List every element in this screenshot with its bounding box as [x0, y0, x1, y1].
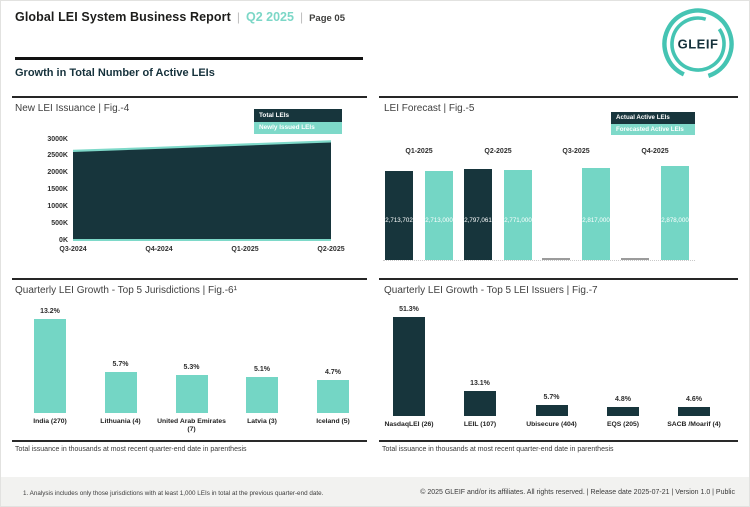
bar-value-label: 2,713,000 — [425, 216, 453, 224]
category-label: United Arab Emirates (7) — [157, 418, 226, 434]
chart-panel-new-lei-issuance: New LEI Issuance | Fig.-4 Total LEIs New… — [12, 96, 367, 276]
y-tick-label: 1500K — [47, 186, 68, 193]
bar-actual-active-leis: 2,797,061 — [464, 168, 492, 260]
footer-copyright: © 2025 GLEIF and/or its affiliates. All … — [420, 489, 735, 496]
legend-item-newly-issued-leis: Newly Issued LEIs — [254, 121, 342, 134]
percent-label: 5.7% — [543, 394, 560, 401]
bar-value-label: 2,713,702 — [385, 216, 413, 224]
panel-rule — [12, 96, 367, 98]
chart-title-fig5: LEI Forecast | Fig.-5 — [384, 103, 475, 114]
category-label: India (270) — [33, 418, 67, 425]
page-footer: 1. Analysis includes only those jurisdic… — [1, 477, 749, 506]
quarter-label: Q1-2025 — [405, 148, 433, 155]
category-label: Ubisecure (404) — [526, 421, 577, 428]
percent-label: 51.3% — [399, 306, 419, 313]
percent-label: 5.7% — [112, 361, 129, 369]
legend-item-actual-active-leis: Actual Active LEIs — [611, 112, 695, 124]
percent-label: 4.7% — [325, 368, 341, 376]
chart-title-fig6: Quarterly LEI Growth - Top 5 Jurisdictio… — [15, 285, 237, 296]
x-tick-label: Q2-2025 — [317, 246, 345, 253]
report-title: Global LEI System Business Report — [15, 10, 231, 24]
bar-forecasted-active-leis: 2,713,000 — [425, 171, 453, 260]
bar-value-label: 2,797,061 — [464, 216, 492, 224]
bar-actual-no-data — [621, 258, 649, 260]
category-label: NasdaqLEI (26) — [384, 421, 434, 428]
bar-forecasted-active-leis: 2,817,000 — [582, 168, 610, 260]
x-tick-label: Q4-2024 — [145, 246, 173, 253]
section-divider — [15, 57, 363, 60]
percent-label: 13.1% — [470, 379, 490, 387]
bar-value-label: 2,771,000 — [504, 217, 532, 224]
bar-actual-no-data — [542, 258, 570, 260]
y-tick-label: 2000K — [47, 169, 68, 177]
growth-bar — [34, 319, 66, 413]
panel-rule — [379, 96, 738, 98]
footer-footnote: 1. Analysis includes only those jurisdic… — [23, 490, 324, 497]
section-heading: Growth in Total Number of Active LEIs — [15, 67, 215, 79]
percent-label: 5.1% — [254, 365, 270, 373]
category-label: LEIL (107) — [463, 421, 497, 428]
growth-bar — [393, 317, 425, 416]
growth-bar — [175, 375, 208, 413]
growth-bar — [317, 379, 349, 413]
baseline-fig5 — [383, 260, 695, 261]
report-header: Global LEI System Business Report | Q2 2… — [15, 10, 345, 24]
legend-fig4: Total LEIs Newly Issued LEIs — [254, 109, 342, 134]
chart-panel-top5-jurisdictions: Quarterly LEI Growth - Top 5 Jurisdictio… — [12, 278, 367, 466]
y-tick-label: 2500K — [47, 152, 68, 160]
percent-label: 4.8% — [615, 395, 631, 403]
bar-value-label: 2,878,000 — [661, 217, 689, 224]
panel-rule — [12, 278, 367, 280]
chart-title-fig4: New LEI Issuance | Fig.-4 — [15, 103, 130, 114]
chart-title-fig7: Quarterly LEI Growth - Top 5 LEI Issuers… — [384, 285, 598, 296]
y-tick-label: 0K — [59, 236, 68, 244]
panel-bottom-rule — [379, 440, 738, 442]
panel-rule — [379, 278, 738, 280]
page-number: Page 05 — [309, 13, 345, 24]
legend-item-total-leis: Total LEIs — [254, 109, 342, 122]
category-label: SACB /Moarif (4) — [667, 421, 721, 428]
legend-fig5: Actual Active LEIs Forecasted Active LEI… — [611, 112, 695, 135]
growth-bar — [535, 405, 568, 416]
growth-bar — [678, 407, 710, 416]
growth-bar — [104, 372, 137, 413]
x-tick-label: Q1-2025 — [231, 246, 259, 253]
chart-panel-top5-issuers: Quarterly LEI Growth - Top 5 LEI Issuers… — [379, 278, 738, 466]
chart-footnote-fig6: Total issuance in thousands at most rece… — [15, 446, 247, 453]
bar-forecasted-active-leis: 2,878,000 — [661, 166, 689, 260]
y-tick-label: 500K — [51, 219, 68, 227]
growth-bar — [246, 376, 278, 413]
percent-label: 13.2% — [40, 308, 60, 315]
y-tick-label: 1000K — [47, 202, 68, 210]
category-label: EQS (205) — [606, 421, 640, 428]
gleif-logo-icon: GLEIF — [662, 8, 734, 80]
legend-item-forecasted-active-leis: Forecasted Active LEIs — [611, 123, 695, 135]
category-label: Latvia (3) — [247, 418, 277, 425]
growth-bar — [607, 406, 639, 416]
percent-label: 4.6% — [686, 396, 702, 404]
area-total-leis — [73, 142, 331, 239]
x-tick-label: Q3-2024 — [59, 246, 87, 253]
quarter-label: Q3-2025 — [562, 148, 590, 155]
bar-value-label: 2,817,000 — [582, 217, 610, 224]
quarter-label: Q2-2025 — [484, 148, 512, 155]
bar-actual-active-leis: 2,713,702 — [385, 171, 413, 260]
report-quarter: Q2 2025 — [245, 10, 294, 24]
chart-footnote-fig7: Total issuance in thousands at most rece… — [382, 446, 614, 453]
category-label: Lithuania (4) — [100, 418, 141, 425]
quarter-label: Q4-2025 — [641, 148, 669, 155]
y-tick-label: 3000K — [47, 135, 68, 143]
growth-bar — [464, 390, 496, 416]
separator: | — [299, 10, 304, 24]
panel-bottom-rule — [12, 440, 367, 442]
logo-text: GLEIF — [678, 37, 719, 52]
percent-label: 5.3% — [183, 364, 200, 372]
separator: | — [236, 10, 240, 24]
chart-panel-lei-forecast: LEI Forecast | Fig.-5 Actual Active LEIs… — [379, 96, 738, 276]
category-label: Iceland (5) — [316, 418, 350, 425]
area-chart-fig4 — [73, 140, 331, 241]
bar-forecasted-active-leis: 2,771,000 — [504, 169, 532, 260]
